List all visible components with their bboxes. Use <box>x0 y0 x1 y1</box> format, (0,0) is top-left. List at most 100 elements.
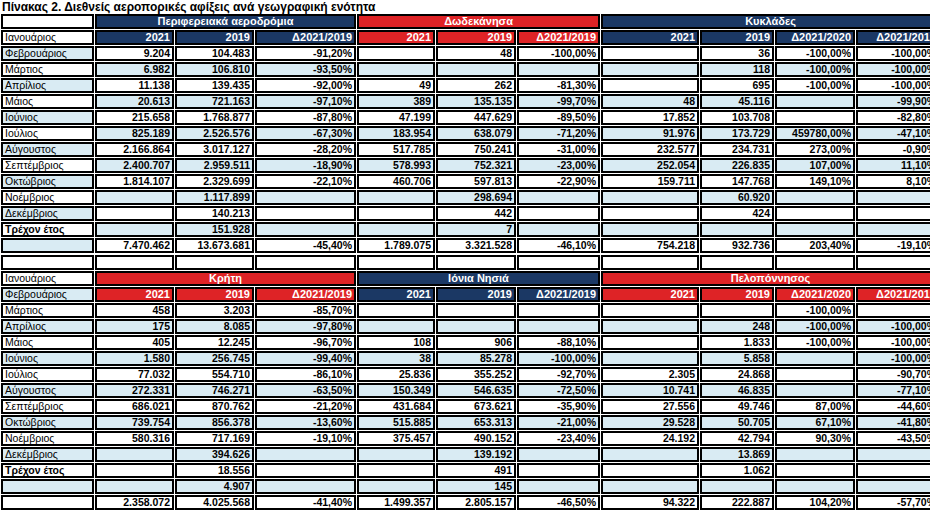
data-cell: -92,70% <box>517 367 600 382</box>
data-cell: 248 <box>700 319 774 334</box>
data-cell: -22,10% <box>255 174 356 189</box>
data-cell: 145 <box>436 479 516 494</box>
data-row: Ιούλιος77.032554.710-86,10%25.836355.252… <box>1 367 930 382</box>
data-cell: 10.741 <box>601 383 699 398</box>
data-cell <box>775 110 855 125</box>
data-cell: 135.135 <box>436 94 516 109</box>
data-cell: -82,80% <box>856 110 930 125</box>
data-cell: 107,00% <box>775 158 855 173</box>
data-cell: -18,90% <box>255 158 356 173</box>
data-cell: -81,30% <box>517 78 600 93</box>
data-cell: 5.858 <box>700 351 774 366</box>
data-cell: -100,00% <box>775 303 855 318</box>
year-header: Δ2021/2019 <box>517 287 600 302</box>
data-cell: 1.833 <box>700 335 774 350</box>
data-cell <box>856 206 930 221</box>
data-cell: 106.810 <box>175 62 254 77</box>
data-cell: 175 <box>95 319 174 334</box>
year-header: 2021 <box>357 287 435 302</box>
data-cell <box>856 303 930 318</box>
data-cell <box>775 351 855 366</box>
year-header: 2021 <box>95 30 174 45</box>
data-cell: 232.577 <box>601 142 699 157</box>
data-cell: -100,00% <box>856 46 930 61</box>
data-row: Ιούλιος825.1892.526.576-67,30%183.954638… <box>1 126 930 141</box>
data-cell <box>255 222 356 237</box>
data-cell: -100,00% <box>517 46 600 61</box>
year-header: 2019 <box>436 30 516 45</box>
data-row: Μάιος40512.245-96,70%108906-88,10%1.833-… <box>1 335 930 350</box>
row-label: Αύγουστος <box>1 142 94 157</box>
data-cell: -100,00% <box>856 335 930 350</box>
data-cell: -67,30% <box>255 126 356 141</box>
data-cell: 140.213 <box>175 206 254 221</box>
data-cell: 7 <box>436 222 516 237</box>
data-cell: -41,40% <box>255 495 356 510</box>
blank-row <box>1 255 930 270</box>
data-cell: 695 <box>700 78 774 93</box>
data-row: Σεπτέμβριος2.400.7072.959.511-18,90%578.… <box>1 158 930 173</box>
row-label <box>1 238 94 253</box>
region-header: Δωδεκάνησα <box>357 14 600 29</box>
data-cell <box>601 190 699 205</box>
data-cell: 7.470.462 <box>95 238 174 253</box>
total-row: 7.470.46213.673.681-45,40%1.789.0753.321… <box>1 238 930 253</box>
row-label <box>1 495 94 510</box>
row-label: Ιούλιος <box>1 367 94 382</box>
data-cell: 458 <box>95 303 174 318</box>
data-row: Τρέχον έτος151.9287 <box>1 222 930 237</box>
data-cell: -31,00% <box>517 142 600 157</box>
row-label: Νοέμβριος <box>1 190 94 205</box>
data-cell <box>775 383 855 398</box>
data-cell: 17.852 <box>601 110 699 125</box>
data-cell <box>601 46 699 61</box>
data-cell: 490.152 <box>436 431 516 446</box>
data-row: Σεπτέμβριος686.021870.762-21,20%431.6846… <box>1 399 930 414</box>
data-cell: 42.794 <box>700 431 774 446</box>
data-cell: 46.835 <box>700 383 774 398</box>
data-cell: 752.321 <box>436 158 516 173</box>
data-cell: 24.868 <box>700 367 774 382</box>
blank-cell <box>775 255 855 270</box>
data-cell: 262 <box>436 78 516 93</box>
data-cell <box>601 351 699 366</box>
data-cell: 8.085 <box>175 319 254 334</box>
row-label: Σεπτέμβριος <box>1 158 94 173</box>
data-cell <box>95 206 174 221</box>
data-row: Απρίλιος11.138139.435-92,00%49262-81,30%… <box>1 78 930 93</box>
data-row: Δεκέμβριος140.213442424 <box>1 206 930 221</box>
year-header: 2021 <box>357 30 435 45</box>
month-label: Ιανουάριος <box>1 30 94 45</box>
data-cell: 2.358.072 <box>95 495 174 510</box>
data-cell: 67,10% <box>775 415 855 430</box>
data-cell: -13,60% <box>255 415 356 430</box>
region-header: Κρήτη <box>95 271 356 286</box>
data-cell: -100,00% <box>856 319 930 334</box>
data-cell <box>255 463 356 478</box>
row-label: Σεπτέμβριος <box>1 399 94 414</box>
blank-cell <box>517 255 600 270</box>
row-label: Απρίλιος <box>1 78 94 93</box>
data-cell: 139.435 <box>175 78 254 93</box>
data-cell <box>255 447 356 462</box>
blank-cell <box>601 255 699 270</box>
data-cell <box>775 190 855 205</box>
data-cell: 25.836 <box>357 367 435 382</box>
data-cell: 597.813 <box>436 174 516 189</box>
data-cell: 139.192 <box>436 447 516 462</box>
data-cell: 459780,00% <box>775 126 855 141</box>
data-cell: 147.768 <box>700 174 774 189</box>
year-header-row: Φεβρουάριος20212019Δ2021/201920212019Δ20… <box>1 287 930 302</box>
year-header: 2019 <box>700 287 774 302</box>
data-cell <box>601 222 699 237</box>
data-cell: 2.805.157 <box>436 495 516 510</box>
data-cell: 49.746 <box>700 399 774 414</box>
year-header: 2019 <box>700 30 774 45</box>
row-label: Νοέμβριος <box>1 431 94 446</box>
data-cell <box>255 206 356 221</box>
data-cell: 2.400.707 <box>95 158 174 173</box>
data-row: Οκτώβριος1.814.1072.329.699-22,10%460.70… <box>1 174 930 189</box>
data-cell: 1.580 <box>95 351 174 366</box>
table-title: Πίνακας 2. Διεθνείς αεροπορικές αφίξεις … <box>0 0 930 13</box>
data-cell <box>700 222 774 237</box>
